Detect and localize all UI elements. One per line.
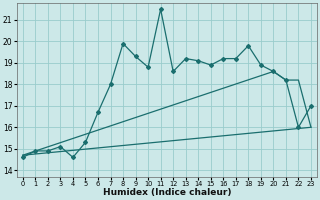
- X-axis label: Humidex (Indice chaleur): Humidex (Indice chaleur): [103, 188, 231, 197]
